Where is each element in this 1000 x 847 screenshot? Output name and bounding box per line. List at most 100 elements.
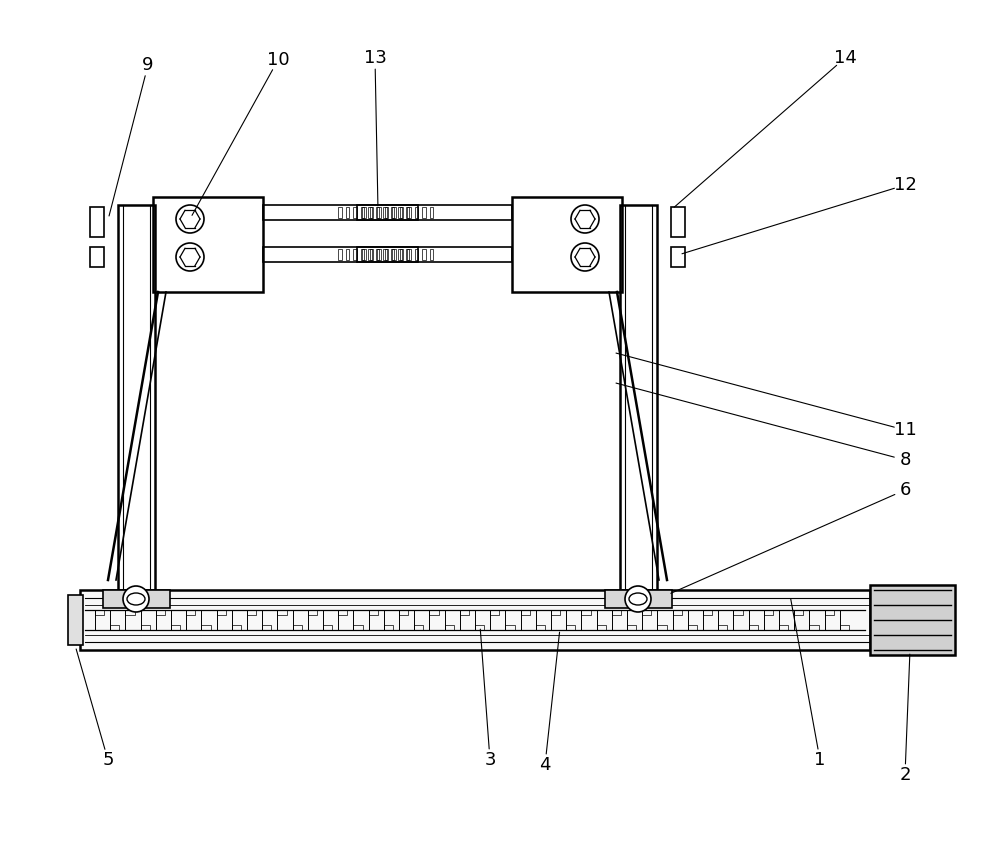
Bar xyxy=(430,249,433,260)
Bar xyxy=(627,625,636,630)
Bar xyxy=(870,585,955,655)
Bar xyxy=(764,610,773,615)
Bar xyxy=(370,249,373,260)
Bar xyxy=(377,249,381,260)
Bar xyxy=(277,610,287,615)
Bar xyxy=(551,610,560,615)
Bar xyxy=(186,610,195,615)
Bar xyxy=(201,625,211,630)
Bar xyxy=(308,610,317,615)
Bar xyxy=(353,207,357,218)
Text: 6: 6 xyxy=(899,481,911,499)
Bar xyxy=(400,249,403,260)
Bar xyxy=(400,207,403,218)
Bar xyxy=(490,610,499,615)
Bar xyxy=(338,249,342,260)
Bar xyxy=(293,625,302,630)
Bar xyxy=(153,197,263,292)
Bar xyxy=(232,625,241,630)
Text: 10: 10 xyxy=(267,51,289,69)
Text: 9: 9 xyxy=(142,56,154,74)
Bar xyxy=(68,595,83,645)
Bar xyxy=(406,207,409,218)
Bar xyxy=(688,625,697,630)
Bar xyxy=(362,207,366,218)
Bar xyxy=(398,249,402,260)
Bar xyxy=(90,207,104,237)
Bar xyxy=(671,207,685,237)
Bar xyxy=(95,610,104,615)
Text: 8: 8 xyxy=(899,451,911,469)
Bar xyxy=(475,625,484,630)
Bar xyxy=(703,610,712,615)
Bar xyxy=(368,207,372,218)
Bar xyxy=(605,590,672,608)
Bar xyxy=(809,625,819,630)
Bar xyxy=(263,247,418,262)
Circle shape xyxy=(123,586,149,612)
Bar xyxy=(620,205,657,590)
Bar xyxy=(262,625,271,630)
Bar xyxy=(368,249,372,260)
Bar xyxy=(445,625,454,630)
Bar xyxy=(377,207,381,218)
Bar xyxy=(263,205,418,220)
Bar xyxy=(840,625,849,630)
Circle shape xyxy=(625,586,651,612)
Bar xyxy=(369,610,378,615)
Bar xyxy=(399,610,408,615)
Bar xyxy=(422,249,426,260)
Circle shape xyxy=(176,205,204,233)
Text: 1: 1 xyxy=(814,751,826,769)
Bar xyxy=(384,249,388,260)
Bar xyxy=(384,207,388,218)
Bar xyxy=(749,625,758,630)
Bar xyxy=(398,207,402,218)
Bar xyxy=(110,625,119,630)
Bar xyxy=(338,610,347,615)
Bar xyxy=(407,207,411,218)
Bar xyxy=(392,249,396,260)
Text: 3: 3 xyxy=(484,751,496,769)
Bar xyxy=(512,197,622,292)
Bar xyxy=(103,590,170,608)
Bar xyxy=(733,610,743,615)
Bar xyxy=(171,625,180,630)
Text: 11: 11 xyxy=(894,421,916,439)
Bar xyxy=(779,625,788,630)
Bar xyxy=(505,625,515,630)
Bar xyxy=(346,207,349,218)
Bar xyxy=(90,247,104,267)
Text: 14: 14 xyxy=(834,49,856,67)
Bar xyxy=(794,610,803,615)
Bar xyxy=(673,610,682,615)
Bar xyxy=(521,610,530,615)
Bar xyxy=(407,249,411,260)
Bar xyxy=(360,249,364,260)
Bar xyxy=(125,610,135,615)
Bar xyxy=(384,625,393,630)
Bar xyxy=(414,625,423,630)
Bar xyxy=(346,249,349,260)
Bar xyxy=(671,247,685,267)
Text: 5: 5 xyxy=(102,751,114,769)
Text: 12: 12 xyxy=(894,176,916,194)
Bar xyxy=(362,249,366,260)
Text: 13: 13 xyxy=(364,49,386,67)
Bar xyxy=(353,249,357,260)
Bar xyxy=(657,625,667,630)
Bar xyxy=(612,610,621,615)
Bar xyxy=(429,610,439,615)
Bar xyxy=(536,625,545,630)
Bar xyxy=(217,610,226,615)
Bar xyxy=(247,610,256,615)
Bar xyxy=(415,207,418,218)
Bar xyxy=(825,610,834,615)
Bar xyxy=(360,207,364,218)
Bar xyxy=(718,625,727,630)
Bar xyxy=(383,249,387,260)
Circle shape xyxy=(176,243,204,271)
Bar xyxy=(338,207,342,218)
Bar xyxy=(566,625,575,630)
Bar xyxy=(415,249,418,260)
